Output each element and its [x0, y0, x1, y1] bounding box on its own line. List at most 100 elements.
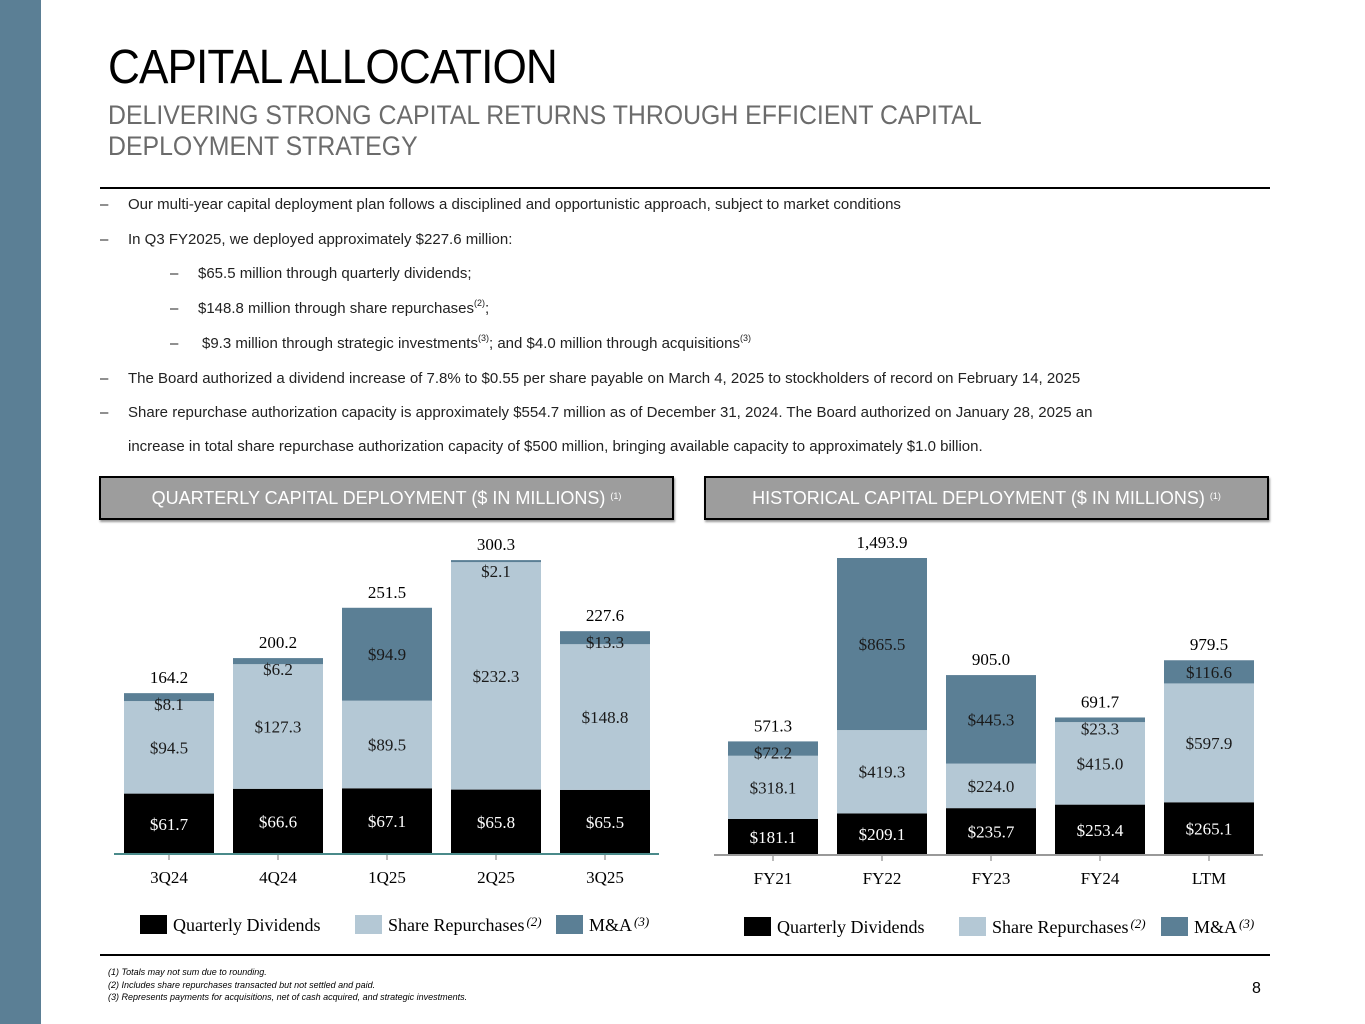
legend-swatch: [1161, 917, 1188, 936]
data-label: $6.2: [263, 660, 293, 679]
total-label: 979.5: [1190, 635, 1228, 654]
data-label: $66.6: [259, 812, 297, 831]
footnote-ref: (3): [477, 333, 489, 343]
data-label: $224.0: [968, 777, 1015, 796]
data-label: $445.3: [968, 710, 1015, 729]
bullet-text-continued: increase in total share repurchase autho…: [128, 438, 983, 455]
data-label: $13.3: [586, 633, 624, 652]
bullet-dash: –: [100, 231, 109, 248]
bar-segment: [342, 700, 432, 789]
bar-segment: [728, 818, 818, 855]
bullet-text: The Board authorized a dividend increase…: [128, 370, 1081, 387]
x-tick-label: FY21: [754, 869, 793, 888]
x-tick-label: FY24: [1081, 869, 1120, 888]
data-label: $181.1: [750, 828, 797, 847]
total-label: 227.6: [586, 606, 624, 625]
legend-swatch: [744, 917, 771, 936]
bar-segment: [124, 693, 214, 702]
data-label: $597.9: [1186, 734, 1233, 753]
data-label: $232.3: [473, 667, 520, 686]
bullet-dash: –: [170, 265, 179, 282]
footnote: (2) Includes share repurchases transacte…: [108, 979, 376, 990]
bullet-text-tail: ; and $4.0 million through acquisitions: [488, 335, 740, 352]
bullet-text: Share repurchase authorization capacity …: [128, 404, 1093, 421]
bullet-text: In Q3 FY2025, we deployed approximately …: [128, 231, 513, 248]
bar-segment: [233, 658, 323, 665]
bullet-dash: –: [100, 370, 109, 387]
data-label: $419.3: [859, 763, 906, 782]
bar-segment: [1164, 660, 1254, 684]
bar-segment: [728, 755, 818, 819]
bar-segment: [946, 763, 1036, 809]
legend-label: Quarterly Dividends: [173, 915, 320, 935]
bullet-text: $148.8 million through share repurchases: [198, 300, 474, 317]
data-label: $61.7: [150, 815, 189, 834]
data-label: $116.6: [1186, 663, 1232, 682]
footnotes: (1) Totals may not sum due to rounding. …: [108, 966, 467, 1004]
x-tick-label: 3Q25: [586, 868, 624, 887]
x-tick-label: 3Q24: [150, 868, 188, 887]
legend-label: Quarterly Dividends: [777, 917, 924, 937]
bar-segment: [946, 808, 1036, 855]
bar-segment: [451, 789, 541, 854]
legend-swatch: [355, 915, 382, 934]
page-number: 8: [1252, 980, 1261, 997]
page-title: CAPITAL ALLOCATION: [108, 41, 558, 94]
bar-segment: [1164, 802, 1254, 855]
data-label: $89.5: [368, 735, 406, 754]
footnote-ref: (1): [1209, 491, 1221, 501]
x-tick-label: FY22: [863, 869, 902, 888]
bullet-text: $65.5 million through quarterly dividend…: [198, 265, 472, 282]
bar-segment: [233, 788, 323, 854]
bar-segment: [560, 631, 650, 645]
footnote-ref: (2): [474, 298, 485, 308]
data-label: $127.3: [255, 717, 302, 736]
total-label: 905.0: [972, 650, 1010, 669]
data-label: $72.2: [754, 743, 792, 762]
data-label: $415.0: [1077, 754, 1124, 773]
side-accent-bar: [0, 0, 41, 1024]
bar-segment: [1055, 722, 1145, 805]
bar-segment: [124, 701, 214, 794]
data-label: $94.9: [368, 645, 406, 664]
legend-label: Share Repurchases (2): [992, 916, 1146, 937]
bar-segment: [946, 675, 1036, 764]
total-label: 300.3: [477, 535, 515, 554]
panel-title: HISTORICAL CAPITAL DEPLOYMENT ($ IN MILL…: [752, 487, 1205, 508]
data-label: $253.4: [1077, 821, 1124, 840]
legend-label: M&A (3): [1194, 916, 1254, 937]
bar-segment: [837, 730, 927, 814]
bar-segment: [728, 741, 818, 756]
bullet-dash: –: [100, 404, 109, 421]
x-tick-label: LTM: [1192, 869, 1226, 888]
data-label: $2.1: [481, 562, 511, 581]
data-label: $65.8: [477, 813, 515, 832]
legend-swatch: [556, 915, 583, 934]
data-label: $67.1: [368, 812, 406, 831]
legend-swatch: [959, 917, 986, 936]
data-label: $8.1: [154, 695, 184, 714]
legend-label: Share Repurchases (2): [388, 914, 542, 935]
x-tick-label: 2Q25: [477, 868, 515, 887]
bar-segment: [560, 644, 650, 790]
bar-segment: [451, 562, 541, 790]
footnote-ref: (3): [739, 333, 751, 343]
bar-segment: [233, 664, 323, 789]
page-subtitle: DELIVERING STRONG CAPITAL RETURNS THROUG…: [108, 100, 981, 161]
bar-segment: [342, 607, 432, 701]
historical-panel-header: HISTORICAL CAPITAL DEPLOYMENT ($ IN MILL…: [704, 476, 1269, 520]
bar-segment: [560, 789, 650, 854]
bar-segment: [1055, 804, 1145, 855]
bullet-dash: –: [170, 300, 179, 317]
total-label: 200.2: [259, 633, 297, 652]
top-divider: [100, 187, 1270, 189]
data-label: $94.5: [150, 738, 188, 757]
x-tick-label: 1Q25: [368, 868, 406, 887]
footnote: (1) Totals may not sum due to rounding.: [108, 967, 267, 977]
data-label: $23.3: [1081, 719, 1119, 738]
bar-segment: [124, 793, 214, 854]
x-tick-label: FY23: [972, 869, 1011, 888]
total-label: 691.7: [1081, 692, 1120, 711]
quarterly-panel-header: QUARTERLY CAPITAL DEPLOYMENT ($ IN MILLI…: [99, 476, 674, 520]
